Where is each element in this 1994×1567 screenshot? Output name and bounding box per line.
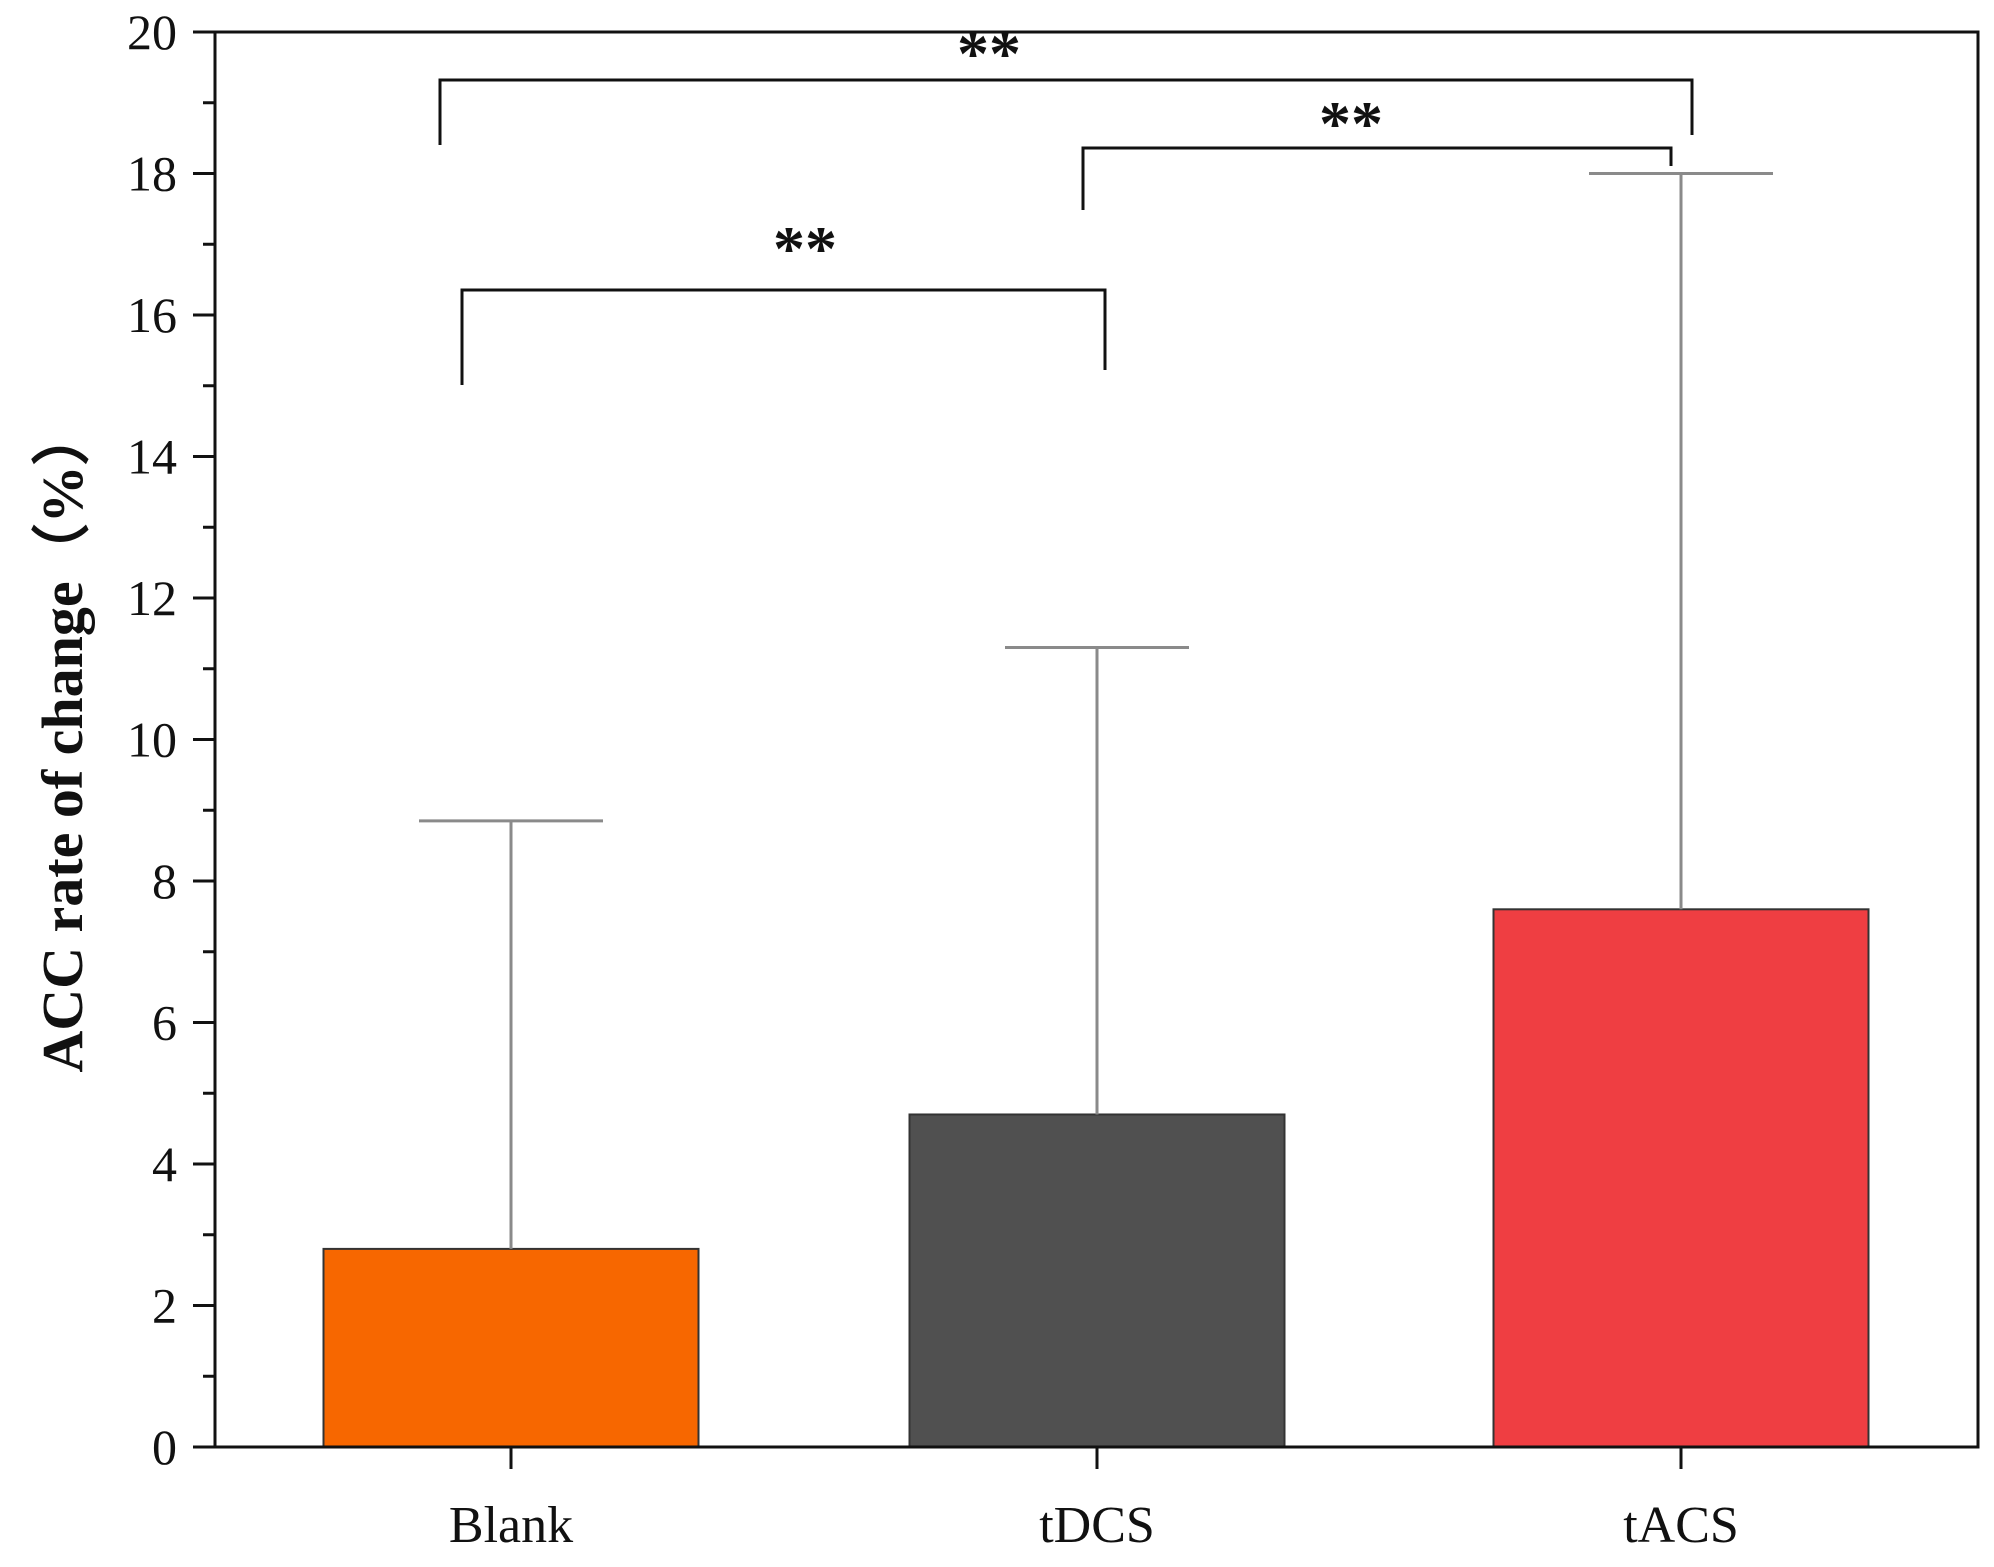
bar-tDCS [908, 1113, 1286, 1448]
significance-bracket [460, 288, 1107, 385]
y-tick-label: 8 [152, 853, 177, 909]
x-tick-label-tDCS: tDCS [1039, 1497, 1155, 1554]
y-tick-label: 16 [127, 287, 177, 343]
y-axis: 0 2 4 6 8 10 12 14 16 18 20 [127, 4, 215, 1475]
y-tick-label: 12 [127, 570, 177, 626]
y-tick-label: 14 [127, 429, 177, 485]
significance-bracket [1081, 146, 1673, 210]
x-tick-label-Blank: Blank [449, 1497, 573, 1554]
significance-label: ** [1319, 88, 1383, 159]
bar-Blank [322, 1247, 700, 1449]
y-tick-label: 18 [127, 146, 177, 202]
y-tick-label: 20 [127, 4, 177, 60]
x-axis: Blank tDCS tACS [449, 1447, 1739, 1554]
significance-label: ** [957, 18, 1021, 89]
error-bars-layer [419, 172, 1773, 1249]
y-tick-label: 0 [152, 1419, 177, 1475]
y-tick-label: 10 [127, 712, 177, 768]
y-tick-label: 2 [152, 1278, 177, 1334]
significance-brackets: ** ** ** [438, 18, 1694, 385]
y-tick-label: 6 [152, 995, 177, 1051]
significance-label: ** [773, 213, 837, 284]
y-tick-label: 4 [152, 1136, 177, 1192]
significance-bracket [438, 78, 1694, 145]
y-axis-title: ACC rate of change（%） [30, 407, 95, 1072]
x-tick-label-tACS: tACS [1623, 1497, 1739, 1554]
bar-tACS [1492, 908, 1870, 1448]
